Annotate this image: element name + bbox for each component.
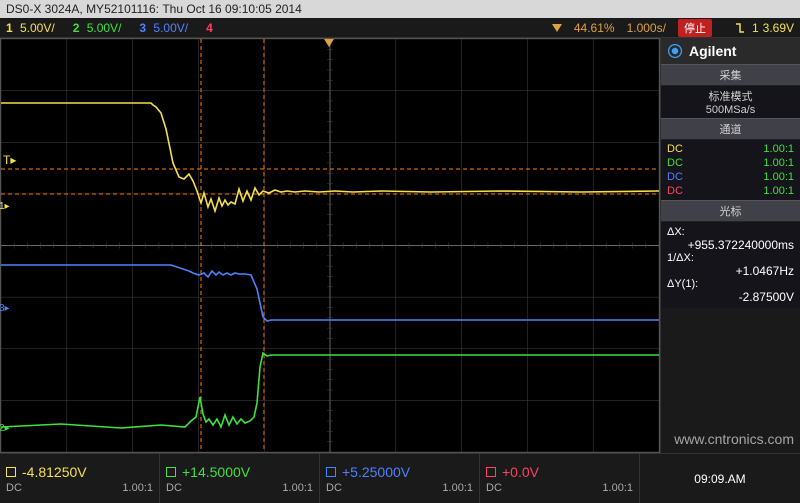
acquisition-body: 标准模式 500MSa/s (661, 86, 800, 118)
acq-mode: 标准模式 (667, 88, 794, 104)
bottom-bar: -4.81250V DC 1.00:1 +14.5000V DC 1.00:1 … (0, 453, 800, 503)
cursor-invdx-value: +1.0467Hz (667, 264, 794, 278)
brand-bar: Agilent (661, 38, 800, 64)
ch1-coupling: DC (6, 482, 22, 494)
ch2-label[interactable]: 2 5.00V/ (73, 21, 122, 35)
brand-text: Agilent (689, 43, 736, 59)
ch3-ratio: 1.00:1 (442, 482, 473, 494)
channel-row[interactable]: DC1.00:1 (667, 184, 794, 198)
cursor-invdx-label: 1/ΔX: (667, 252, 794, 264)
ch3-label[interactable]: 3 5.00V/ (139, 21, 188, 35)
falling-edge-icon (734, 22, 746, 34)
system-time: 09:09.AM (640, 454, 800, 503)
side-panel: Agilent 采集 标准模式 500MSa/s 通道 DC1.00:1DC1.… (660, 38, 800, 453)
serial-num: MY52101116 (86, 2, 156, 16)
ch2-coupling: DC (166, 482, 182, 494)
top-info-bar: DS0-X 3024A, MY52101116: Thu Oct 16 09:1… (0, 0, 800, 18)
ch1-marker-icon (6, 467, 16, 477)
acquisition-header: 采集 (661, 64, 800, 86)
timebase-area: 44.61% 1.000s/ 停止 1 3.69V (552, 19, 794, 37)
horiz-delay[interactable]: 44.61% (574, 21, 615, 35)
waveform-graticule[interactable]: T▸ 1▸ 3▸ 2▸ (0, 38, 660, 453)
ch3-volt: +5.25000V (342, 464, 410, 480)
ch4-coupling: DC (486, 482, 502, 494)
ch2-ground-marker: 2▸ (0, 424, 10, 434)
trigger-info[interactable]: 1 3.69V (734, 21, 794, 35)
ch1-ratio: 1.00:1 (122, 482, 153, 494)
ch3-marker-icon (326, 467, 336, 477)
channel-row[interactable]: DC1.00:1 (667, 156, 794, 170)
cursor-dy-value: -2.87500V (667, 290, 794, 304)
ch2-scale: 5.00V/ (87, 21, 122, 35)
ch3-coupling: DC (326, 482, 342, 494)
horiz-scale[interactable]: 1.000s/ (627, 21, 666, 35)
model-id: DS0-X 3024A (6, 2, 79, 16)
ch1-label[interactable]: 1 5.00V/ (6, 21, 55, 35)
agilent-logo-icon (667, 43, 683, 59)
ch4-label[interactable]: 4 (206, 21, 220, 35)
cursor-dy-label: ΔY(1): (667, 278, 794, 290)
channel-scale-bar: 1 5.00V/ 2 5.00V/ 3 5.00V/ 4 44.61% 1.00… (0, 18, 800, 38)
ch1-volt: -4.81250V (22, 464, 87, 480)
ch2-ratio: 1.00:1 (282, 482, 313, 494)
ch3-ground-marker: 3▸ (0, 304, 10, 314)
ch4-ratio: 1.00:1 (602, 482, 633, 494)
cursor-dx-value: +955.372240000ms (667, 238, 794, 252)
cursor-panel-body: ΔX: +955.372240000ms 1/ΔX: +1.0467Hz ΔY(… (661, 222, 800, 308)
channel-panel-header: 通道 (661, 118, 800, 140)
ch3-measurement[interactable]: +5.25000V DC 1.00:1 (320, 454, 480, 503)
ch2-volt: +14.5000V (182, 464, 250, 480)
trigger-pos-icon (552, 21, 562, 35)
trigger-level-marker: T▸ (3, 153, 16, 167)
ch2-measurement[interactable]: +14.5000V DC 1.00:1 (160, 454, 320, 503)
ch3-scale: 5.00V/ (153, 21, 188, 35)
ch1-ground-marker: 1▸ (0, 202, 10, 212)
capture-datetime: Thu Oct 16 09:10:05 2014 (162, 2, 301, 16)
ch1-measurement[interactable]: -4.81250V DC 1.00:1 (0, 454, 160, 503)
channel-panel-body: DC1.00:1DC1.00:1DC1.00:1DC1.00:1 (661, 140, 800, 200)
ch4-measurement[interactable]: +0.0V DC 1.00:1 (480, 454, 640, 503)
cursor-panel-header: 光标 (661, 200, 800, 222)
ch1-scale: 5.00V/ (20, 21, 55, 35)
ch4-marker-icon (486, 467, 496, 477)
cursor-dx-label: ΔX: (667, 226, 794, 238)
run-stop-button[interactable]: 停止 (678, 19, 712, 37)
ch2-marker-icon (166, 467, 176, 477)
channel-row[interactable]: DC1.00:1 (667, 142, 794, 156)
ch4-volt: +0.0V (502, 464, 539, 480)
channel-row[interactable]: DC1.00:1 (667, 170, 794, 184)
acq-rate: 500MSa/s (667, 104, 794, 116)
